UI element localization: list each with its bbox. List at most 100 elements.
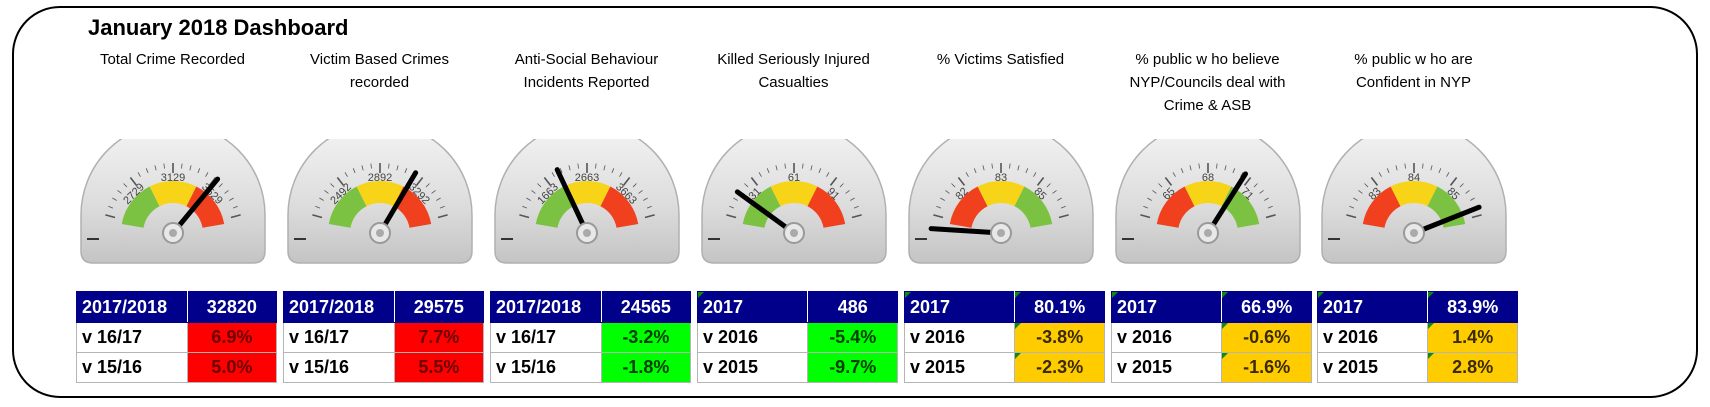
kpi-row: v 2016 -5.4% (696, 322, 898, 353)
gauge-tick (388, 163, 390, 169)
gauge-tick (1253, 183, 1258, 188)
kpi-panel: Killed Seriously Injured Casualties 31 61 91… (687, 0, 900, 407)
gauge-tick (137, 172, 141, 177)
gauge-tick (726, 214, 737, 219)
gauge-tick-label: 83 (995, 172, 1007, 184)
gauge-tick (522, 205, 528, 209)
gauge-tick (330, 183, 335, 188)
kpi-panel: Anti-Social Behaviour Incidents Reported 1… (480, 0, 693, 407)
gauge-tick (415, 176, 424, 186)
kpi-row-value: 7.7% (393, 322, 485, 353)
gauge-tick (940, 197, 945, 201)
kpi-panel: % public w ho believe NYP/Councils deal w… (1101, 0, 1314, 407)
gauge-needle (1411, 204, 1482, 236)
kpi-row-value: -5.4% (807, 322, 898, 353)
gauge-tick (1438, 168, 1442, 174)
gauge-tick (936, 205, 942, 209)
kpi-row-label: v 2016 (1316, 322, 1429, 353)
gauge-tick (1198, 163, 1200, 169)
gauge-tick (1036, 176, 1045, 186)
kpi-row: v 2016 1.4% (1316, 322, 1518, 353)
gauge-tick (437, 214, 448, 219)
kpi-title: Victim Based Crimes recorded (273, 48, 486, 94)
gauge-tick (145, 168, 149, 174)
kpi-title: % public w ho believe NYP/Councils deal w… (1101, 48, 1314, 117)
gauge-needle (377, 170, 419, 236)
gauge-zone (1014, 186, 1053, 228)
gauge-tick (1046, 183, 1051, 188)
gauge-tick (818, 168, 822, 174)
gauge-tick (1449, 176, 1458, 186)
kpi-row-label: v 2016 (696, 322, 809, 353)
kpi-row-value: 83.9% (1427, 291, 1518, 323)
gauge-zone (149, 181, 197, 207)
kpi-row-value: -9.7% (807, 352, 898, 383)
gauge-tick (117, 190, 122, 194)
gauge-tick (603, 165, 606, 171)
gauge-tick (181, 163, 183, 169)
gauge-tick (1017, 165, 1020, 171)
kpi-row-label: v 2015 (696, 352, 809, 383)
kpi-row: v 2015 2.8% (1316, 352, 1518, 383)
kpi-row: v 16/17 -3.2% (490, 322, 692, 353)
gauge-tick (644, 214, 655, 219)
gauge-needle (1205, 171, 1249, 236)
gauge-tick (1240, 172, 1244, 177)
kpi-table: 2017/2018 32820 v 16/17 6.9% v 15/16 5.0% (76, 291, 278, 383)
gauge-tick (1370, 176, 1379, 186)
gauge-zone (121, 186, 160, 228)
kpi-row-value: 1.4% (1427, 322, 1518, 353)
kpi-panel: % public w ho are Confident in NYP 83 84 85 2… (1307, 0, 1520, 407)
gauge-tick (229, 197, 234, 201)
gauge-tick (230, 214, 241, 219)
gauge-zone (1156, 186, 1195, 228)
gauge-needle (928, 226, 1004, 236)
kpi-row-label: 2017 (1316, 291, 1429, 323)
kpi-row: v 16/17 6.9% (76, 322, 278, 353)
gauge-tick (965, 172, 969, 177)
gauge-tick (1346, 214, 1357, 219)
kpi-row-label: 2017/2018 (283, 291, 395, 323)
gauge-tick (1386, 168, 1390, 174)
gauge-tick (312, 214, 323, 219)
gauge-tick (750, 176, 759, 186)
gauge-tick (766, 168, 770, 174)
kpi-row: v 15/16 -1.8% (490, 352, 692, 383)
gauge-tick (1470, 197, 1475, 201)
gauge-tick (105, 214, 116, 219)
gauge-tick (595, 163, 597, 169)
kpi-row-label: v 15/16 (490, 352, 602, 383)
kpi-table: 2017/2018 29575 v 16/17 7.7% v 15/16 5.5% (283, 291, 485, 383)
kpi-row: v 2015 -1.6% (1110, 352, 1312, 383)
gauge-tick (784, 163, 786, 169)
gauge-tick (108, 205, 114, 209)
gauge-zone (807, 186, 846, 228)
gauge-tick (1158, 183, 1163, 188)
kpi-row-label: v 16/17 (76, 322, 188, 353)
kpi-row: v 2015 -2.3% (903, 352, 1105, 383)
kpi-table: 2017 66.9% v 2016 -0.6% v 2015 -1.6% (1110, 291, 1312, 383)
gauge-tick (945, 190, 950, 194)
kpi-table: 2017 486 v 2016 -5.4% v 2015 -9.7% (696, 291, 898, 383)
kpi-row-label: v 2015 (1110, 352, 1223, 383)
kpi-title: % public w ho are Confident in NYP (1307, 48, 1520, 94)
gauge-tick (1152, 190, 1157, 194)
kpi-row-value: 29575 (393, 291, 485, 323)
gauge-tick (543, 176, 552, 186)
gauge-tick (1180, 168, 1184, 174)
gauge-zone (356, 181, 404, 207)
kpi-title: Killed Seriously Injured Casualties (687, 48, 900, 94)
gauge-zone (1184, 181, 1232, 207)
gauge-tick (951, 183, 956, 188)
gauge-tick (577, 163, 579, 169)
kpi-title: Anti-Social Behaviour Incidents Reported (480, 48, 693, 94)
kpi-row: v 2016 -3.8% (903, 322, 1105, 353)
gauge-tick (436, 197, 441, 201)
gauge-tick (319, 197, 324, 201)
gauge-tick (232, 205, 238, 209)
gauge-tick (1471, 214, 1482, 219)
kpi-row-label: 2017/2018 (76, 291, 188, 323)
